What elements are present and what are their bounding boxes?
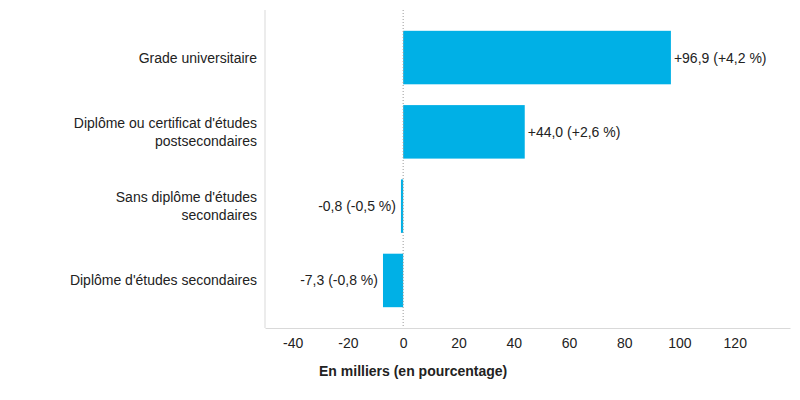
data-label: -7,3 (-0,8 %): [300, 272, 378, 288]
tick-label: 120: [724, 335, 748, 351]
tick: 80: [617, 328, 633, 351]
data-label: +96,9 (+4,2 %): [674, 50, 767, 66]
tick: -20: [338, 328, 358, 351]
plot-frame: [265, 10, 266, 328]
data-label: +44,0 (+2,6 %): [528, 124, 621, 140]
zero-line: [403, 10, 404, 328]
tick: 60: [562, 328, 578, 351]
axis-line: [266, 328, 791, 329]
chart: -40 -20 0 20 40 60 80 100 120 Grade universitaire…: [0, 0, 800, 400]
tick: 20: [451, 328, 467, 351]
tick-label: -40: [283, 335, 303, 351]
tick-label: 80: [617, 335, 633, 351]
tick-label: 0: [400, 335, 408, 351]
tick: -40: [283, 328, 303, 351]
tick: 0: [400, 328, 408, 351]
category-label: Diplôme ou certificat d'étudespostsecond…: [74, 115, 257, 149]
tick-label: 40: [506, 335, 522, 351]
category-label: Diplôme d'études secondaires: [70, 272, 257, 288]
tick-label: 100: [668, 335, 692, 351]
tick-label: 60: [562, 335, 578, 351]
tick: 100: [668, 328, 692, 351]
tick-label: 20: [451, 335, 467, 351]
category-label: Grade universitaire: [139, 50, 257, 66]
tick: 120: [724, 328, 748, 351]
bar: [403, 31, 671, 84]
category-label: Sans diplôme d'étudessecondaires: [116, 189, 257, 223]
data-label: -0,8 (-0,5 %): [318, 198, 396, 214]
axis-title: En milliers (en pourcentage): [319, 363, 507, 379]
bars: [383, 31, 671, 307]
bar: [383, 254, 403, 307]
plot: -40 -20 0 20 40 60 80 100 120 Grade universitaire…: [70, 10, 791, 351]
x-axis: -40 -20 0 20 40 60 80 100 120: [266, 328, 791, 351]
tick: 40: [506, 328, 522, 351]
bar: [403, 105, 525, 158]
tick-label: -20: [338, 335, 358, 351]
